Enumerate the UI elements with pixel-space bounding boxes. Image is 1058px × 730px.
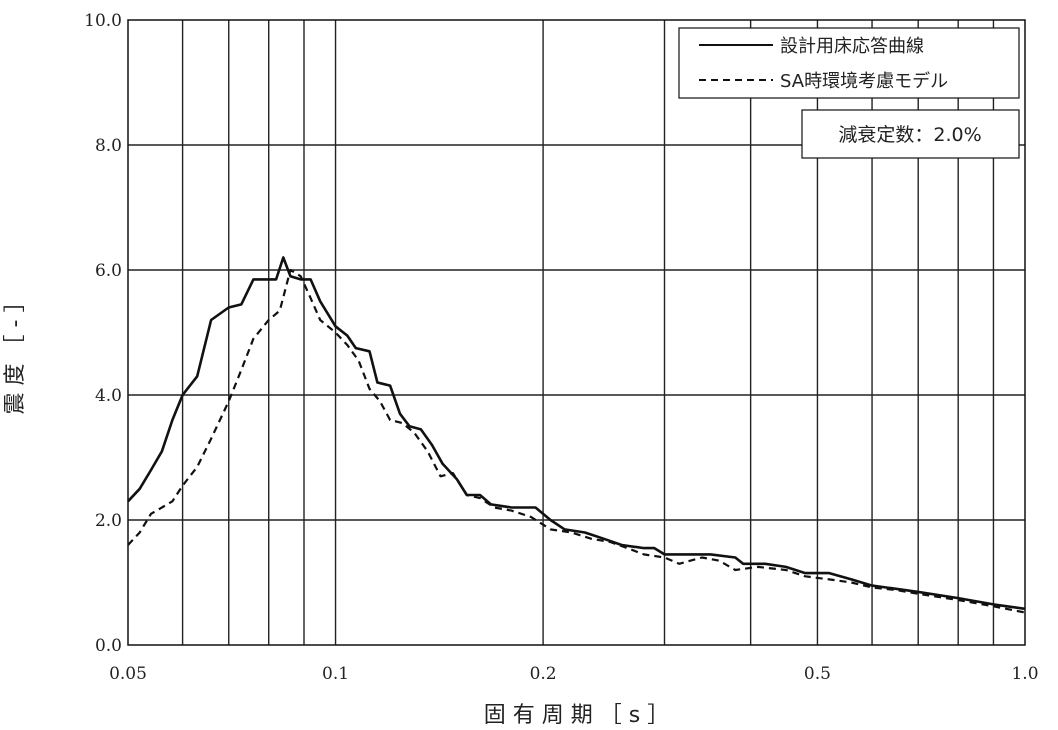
y-tick-label: 2.0 [95,511,122,531]
legend-box [678,27,1020,99]
y-tick-label: 4.0 [95,386,122,406]
legend-entry-design-curve: 設計用床応答曲線 [780,36,924,57]
damping-text: 減衰定数：2.0% [838,124,981,146]
series-lines [127,256,1026,614]
x-tick-label: 0.1 [322,664,349,684]
tick-labels: 0.0 2.0 4.0 6.0 8.0 10.0 0.05 0.1 0.2 0.5 1.0 [84,11,1038,684]
x-tick-label: 0.2 [530,664,557,684]
x-axis-label: 固 有 周 期 ［ s ］ [484,703,669,728]
plot-frame [127,19,1026,646]
x-tick-label: 0.05 [109,664,147,684]
y-tick-label: 6.0 [95,261,122,281]
y-tick-label: 10.0 [84,11,122,31]
series-line-sa-model [127,268,1026,614]
y-tick-label: 8.0 [95,136,122,156]
damping-box [801,109,1020,159]
x-tick-label: 1.0 [1011,664,1038,684]
x-tick-label: 0.5 [804,664,831,684]
legend: 設計用床応答曲線 SA時環境考慮モデル [678,27,1020,99]
y-axis-label: 震 度 ［ - ］ [3,291,28,415]
legend-entry-sa-model: SA時環境考慮モデル [780,71,948,92]
damping-annotation: 減衰定数：2.0% [801,109,1020,159]
series-line-design-curve [127,256,1026,611]
y-tick-label: 0.0 [95,636,122,656]
